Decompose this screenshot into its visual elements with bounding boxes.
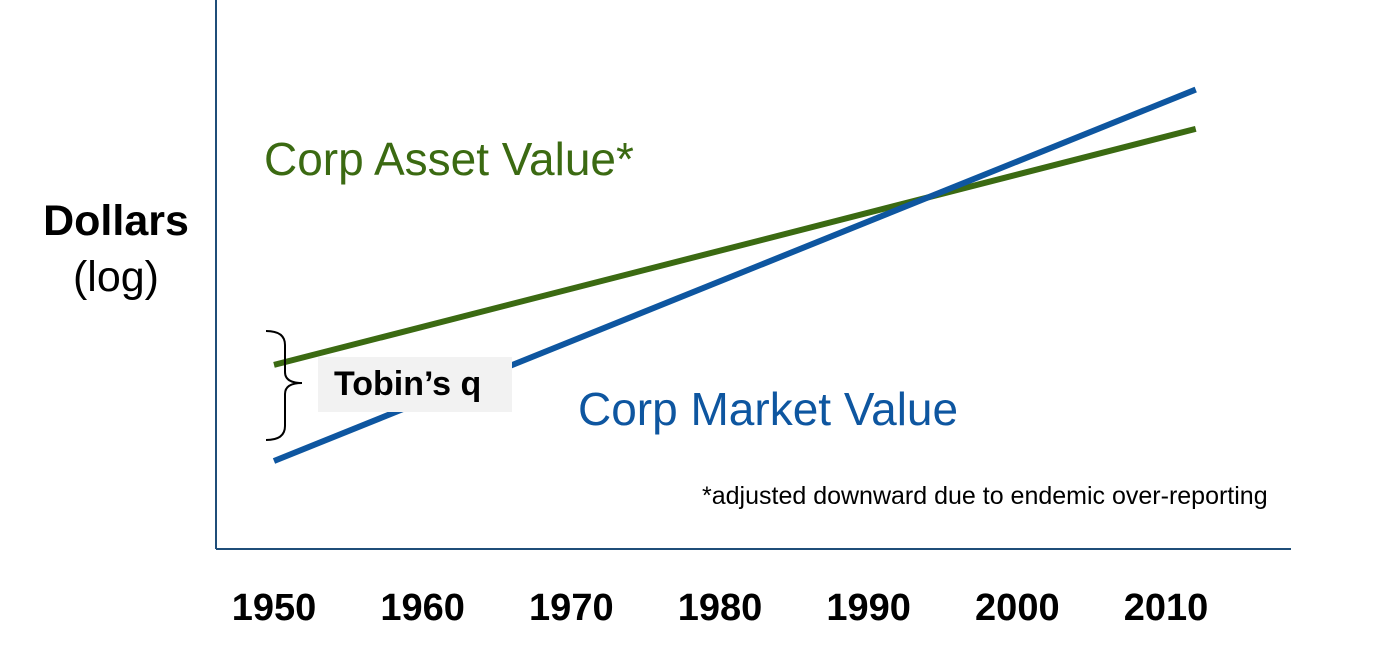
y-axis-scale-note: (log) [72, 253, 160, 301]
x-tick-label: 1950 [232, 587, 317, 629]
y-axis-label: Dollars [43, 197, 189, 245]
tobins-q-label: Tobin’s q [318, 357, 512, 412]
x-tick-label: 2000 [975, 587, 1060, 629]
x-tick-label: 1980 [678, 587, 763, 629]
series-line-asset-value [273, 125, 1197, 368]
series-label-asset: Corp Asset Value* [264, 133, 634, 185]
x-tick-label: 1960 [380, 587, 465, 629]
x-tick-labels: 1950 1960 1970 1980 1990 2000 2010 [232, 587, 1209, 629]
tobins-q-bracket [265, 330, 303, 441]
series-label-market: Corp Market Value [578, 383, 959, 435]
x-tick-label: 1990 [826, 587, 911, 629]
x-tick-label: 1970 [529, 587, 614, 629]
footnote: *adjusted downward due to endemic over-r… [702, 482, 1268, 510]
x-tick-label: 2010 [1124, 587, 1209, 629]
